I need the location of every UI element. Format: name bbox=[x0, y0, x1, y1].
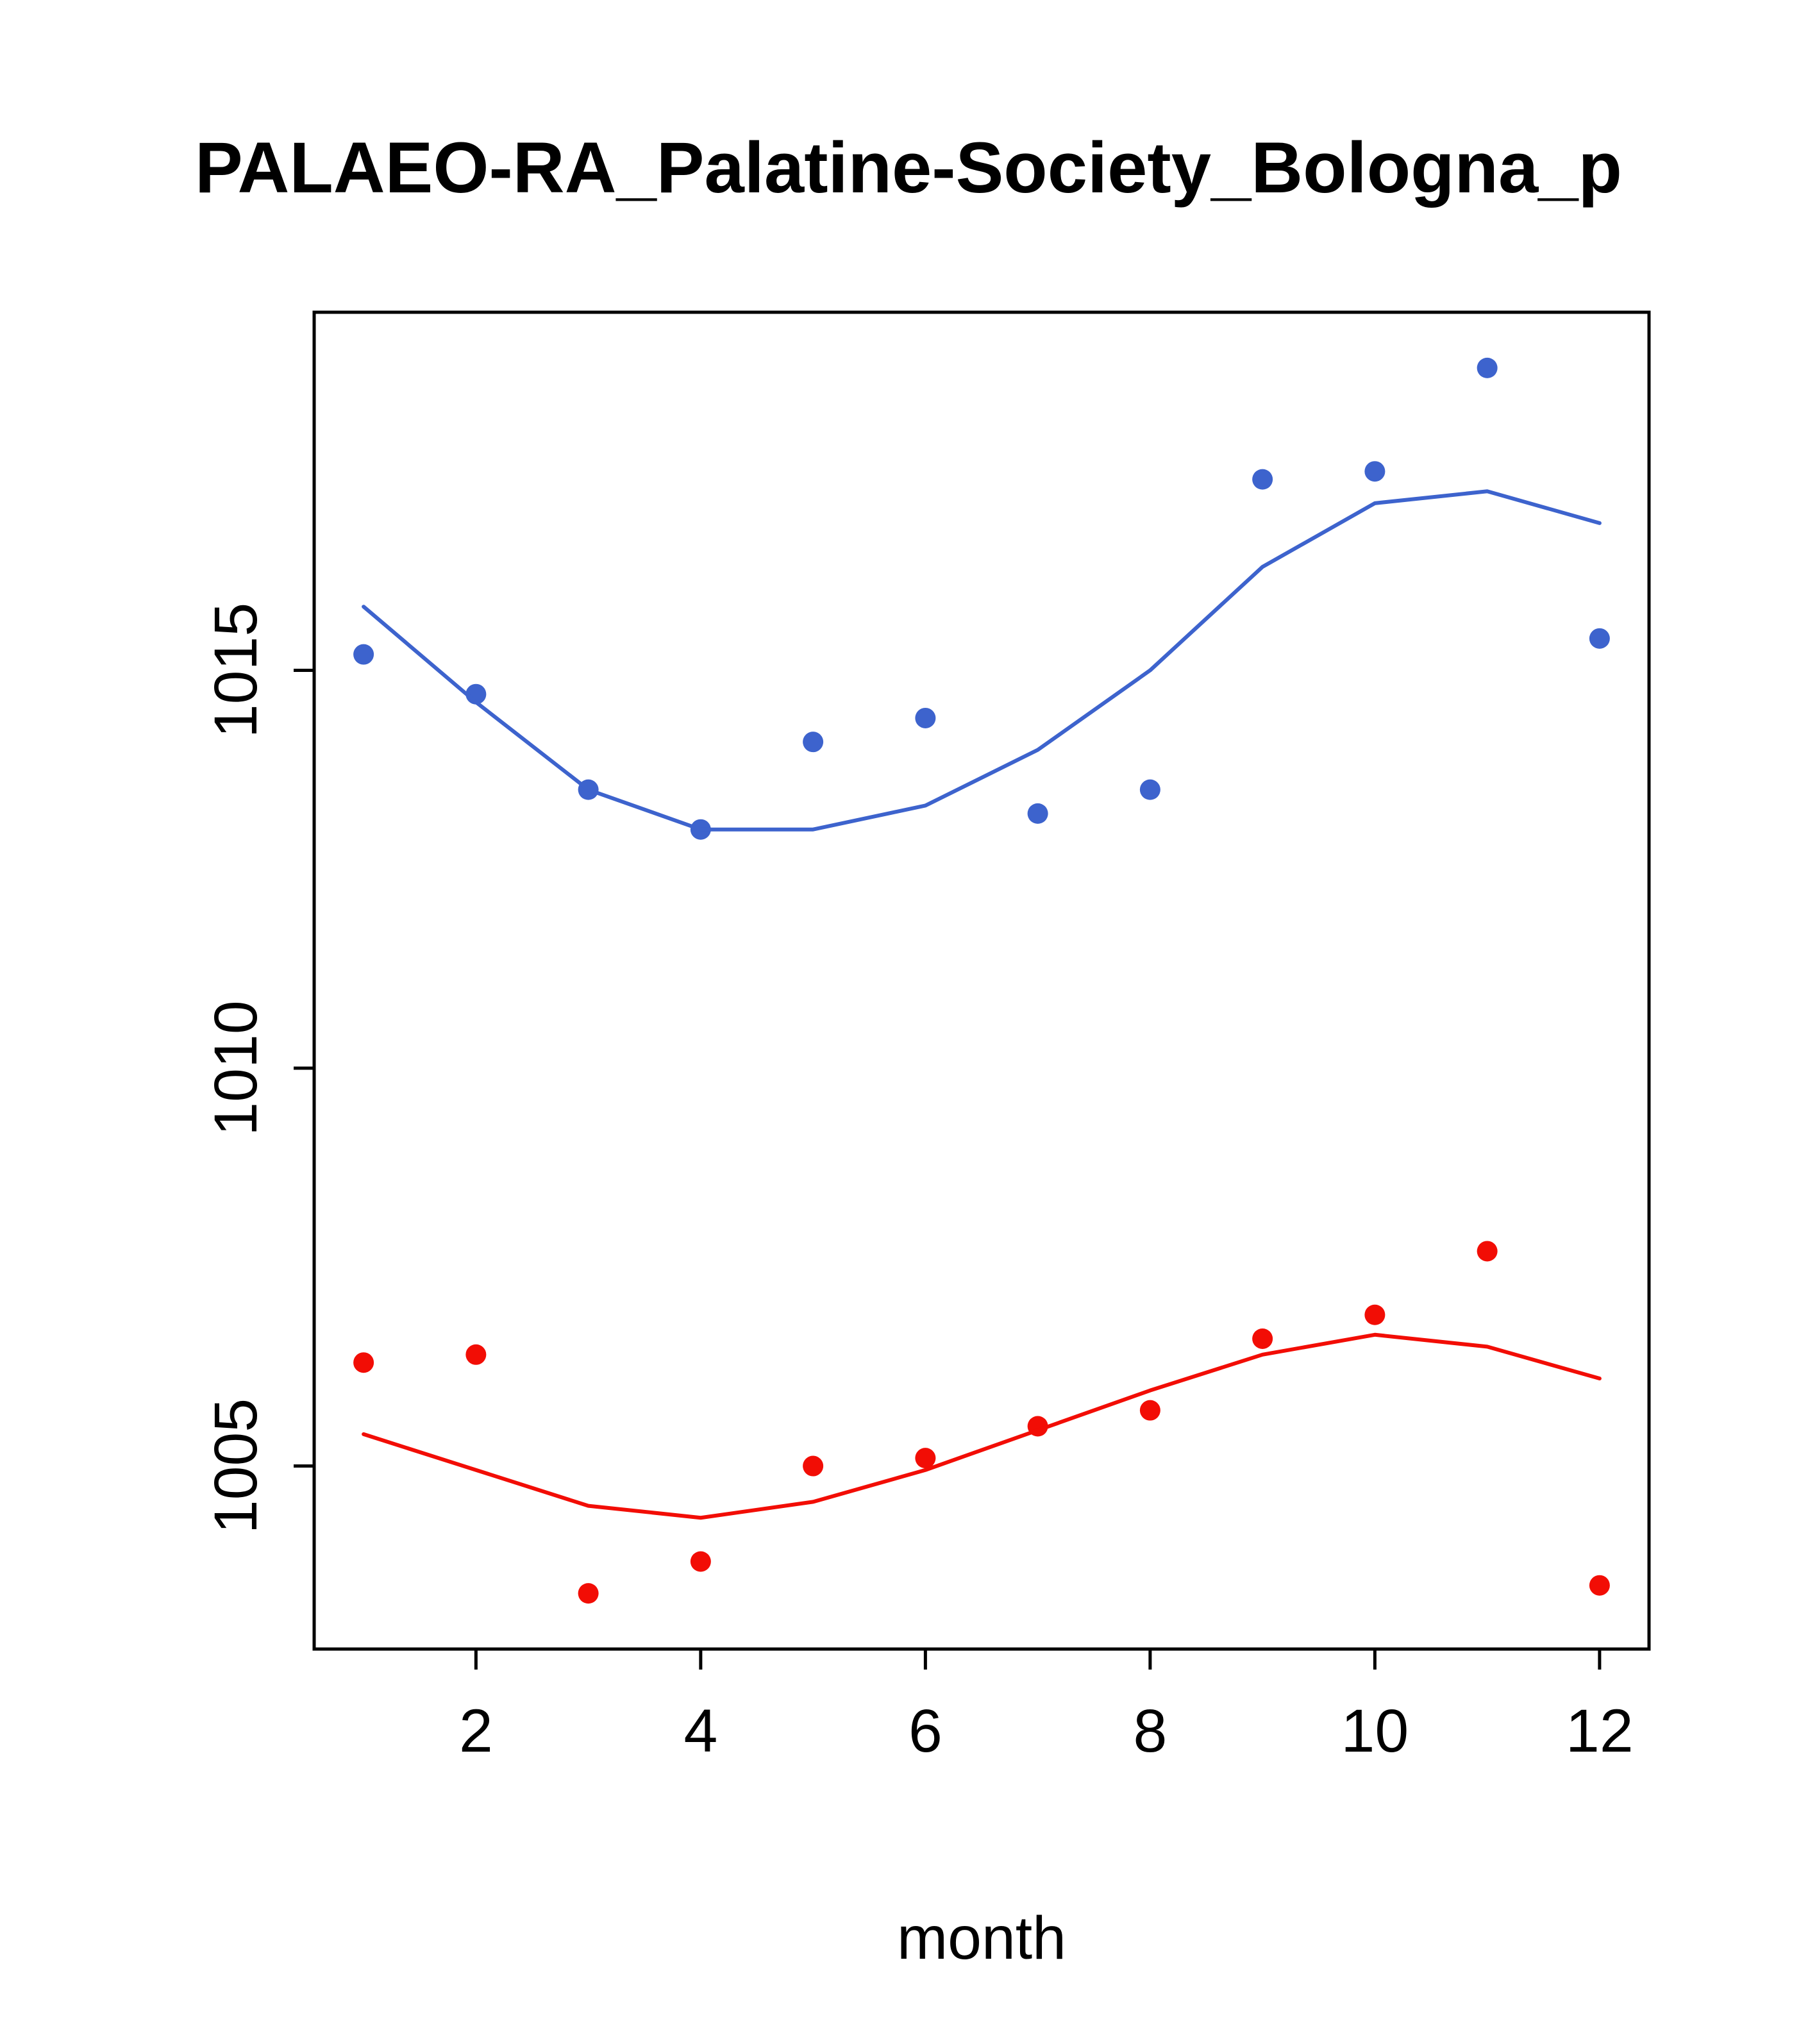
pressure-low-points-marker bbox=[1477, 1241, 1498, 1262]
pressure-low-points-marker bbox=[1139, 1400, 1160, 1421]
pressure-high-points-marker bbox=[803, 732, 824, 753]
pressure-high-points-marker bbox=[915, 707, 936, 728]
pressure-low-points-marker bbox=[1252, 1328, 1273, 1349]
y-tick-label: 1005 bbox=[202, 1398, 270, 1534]
pressure-low-points-marker bbox=[690, 1551, 711, 1572]
pressure-high-points-marker bbox=[1589, 628, 1610, 649]
x-tick-label: 4 bbox=[683, 1697, 717, 1765]
pressure-high-points-marker bbox=[1477, 357, 1498, 378]
pressure-high-points-marker bbox=[1364, 461, 1386, 482]
pressure-high-points-marker bbox=[1139, 779, 1160, 800]
x-tick-label: 6 bbox=[908, 1697, 942, 1765]
pressure-high-points-marker bbox=[1252, 469, 1273, 490]
pressure-low-points-marker bbox=[1364, 1304, 1386, 1325]
plot-box bbox=[312, 310, 1651, 1651]
chart-title: PALAEO-RA_Palatine-Society_Bologna_p bbox=[195, 128, 1622, 208]
pressure-low-points-marker bbox=[353, 1352, 374, 1373]
pressure-low-smooth-line bbox=[362, 1332, 1602, 1520]
x-tick-label: 10 bbox=[1341, 1697, 1409, 1765]
pressure-low-points-marker bbox=[1589, 1575, 1610, 1596]
pressure-high-points bbox=[353, 357, 1610, 840]
y-tick-label: 1015 bbox=[202, 603, 270, 738]
plot-frame bbox=[312, 310, 1651, 1651]
pressure-low-points bbox=[353, 1241, 1610, 1604]
pressure-low-points-marker bbox=[465, 1344, 487, 1365]
data-series bbox=[353, 357, 1610, 1604]
x-tick-label: 12 bbox=[1566, 1697, 1634, 1765]
axis-tick-labels: 2 4 6 8 10 12 1005 1010 1015 bbox=[202, 603, 1634, 1765]
axis-ticks bbox=[294, 668, 1602, 1670]
x-tick-label: 2 bbox=[459, 1697, 493, 1765]
x-axis-label: month bbox=[897, 1904, 1066, 1972]
pressure-low-points-marker bbox=[803, 1455, 824, 1477]
pressure-low-points-marker bbox=[915, 1448, 936, 1469]
pressure-high-points-marker bbox=[353, 644, 374, 665]
pressure-low-points-marker bbox=[578, 1583, 599, 1604]
x-tick-label: 8 bbox=[1133, 1697, 1167, 1765]
pressure-high-smooth-line bbox=[362, 489, 1602, 832]
y-tick-label: 1010 bbox=[202, 1000, 270, 1135]
pressure-high-points-marker bbox=[1027, 803, 1048, 824]
